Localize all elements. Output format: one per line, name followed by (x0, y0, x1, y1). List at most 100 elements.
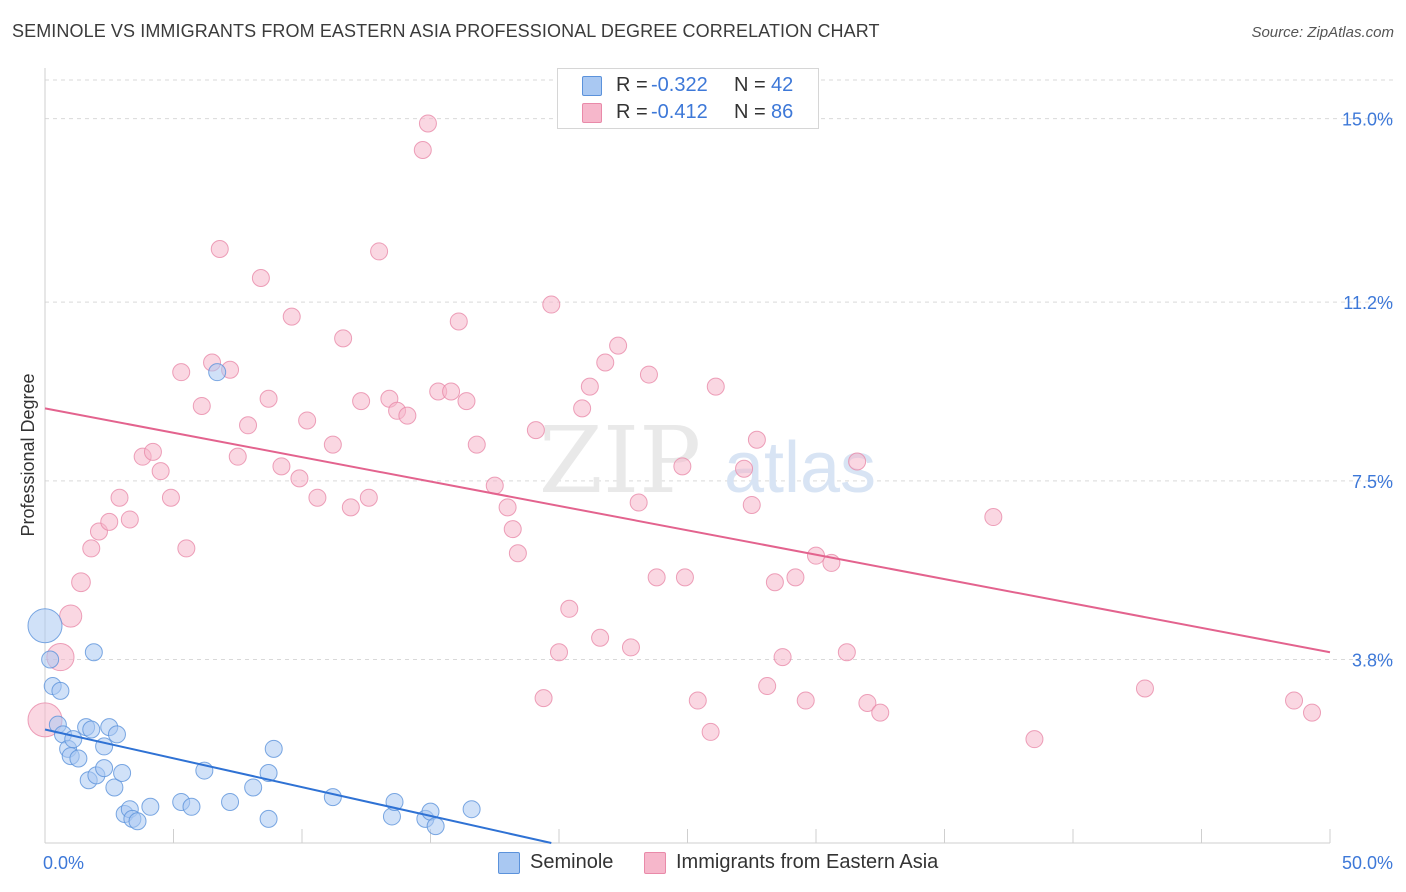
seminole-point (259, 763, 278, 782)
legend-r-value: -0.412 (651, 101, 708, 123)
immigrants-point (871, 703, 890, 722)
immigrants-point (418, 114, 437, 133)
immigrants-point (596, 353, 615, 372)
immigrants-point (773, 648, 792, 667)
seminole-point (128, 812, 147, 831)
immigrants-point (161, 488, 180, 507)
bottom-legend-swatch-immigrants (644, 852, 666, 874)
seminole-point (41, 650, 60, 669)
seminole-point (84, 643, 103, 662)
series-immigrants-points (27, 114, 1322, 749)
series-seminole-points (27, 363, 481, 836)
y-tick-label: 3.8% (1352, 650, 1393, 670)
immigrants-point (747, 430, 766, 449)
immigrants-point (621, 638, 640, 657)
seminole-point (113, 763, 132, 782)
legend-r-value: -0.322 (651, 74, 708, 96)
gridlines (45, 79, 1395, 660)
immigrants-point (370, 242, 389, 261)
immigrants-point (143, 442, 162, 461)
immigrants-point (609, 336, 628, 355)
seminole-point (264, 739, 283, 758)
immigrants-point (228, 447, 247, 466)
immigrants-point (59, 604, 83, 628)
seminole-point (95, 759, 114, 778)
seminole-point (69, 749, 88, 768)
immigrants-point (639, 365, 658, 384)
immigrants-point (629, 493, 648, 512)
immigrants-point (210, 240, 229, 259)
immigrants-point (110, 488, 129, 507)
immigrants-point (673, 457, 692, 476)
immigrants-point (542, 295, 561, 314)
immigrants-point (177, 539, 196, 558)
immigrants-point (984, 508, 1003, 527)
seminole-point (208, 363, 227, 382)
immigrants-point (71, 572, 91, 593)
immigrants-point (100, 512, 119, 531)
immigrants-point (786, 568, 805, 587)
chart-title: SEMINOLE VS IMMIGRANTS FROM EASTERN ASIA… (12, 21, 880, 41)
legend-n-label: N = (734, 101, 766, 123)
immigrants-point (1135, 679, 1154, 698)
x-tick-label: 50.0% (1342, 853, 1393, 873)
immigrants-point (526, 421, 545, 440)
seminole-point (64, 730, 83, 749)
immigrants-point (503, 520, 522, 539)
immigrants-point (467, 435, 486, 454)
bottom-legend-swatch-seminole (498, 852, 520, 874)
immigrants-point (848, 452, 867, 471)
immigrants-point (508, 544, 527, 563)
seminole-point (51, 681, 70, 700)
immigrants-point (192, 396, 211, 415)
immigrants-point (742, 495, 761, 514)
seminole-point (107, 725, 126, 744)
seminole-point (259, 809, 278, 828)
watermark-zip: ZIP (539, 407, 701, 514)
seminole-point (82, 720, 101, 739)
seminole-point (426, 817, 445, 836)
immigrants-point (688, 691, 707, 710)
immigrants-point (82, 539, 101, 558)
legend-swatch-immigrants (582, 103, 602, 123)
immigrants-point (398, 406, 417, 425)
immigrants-point (498, 498, 517, 517)
immigrants-point (282, 307, 301, 326)
immigrants-point (647, 568, 666, 587)
immigrants-point (251, 268, 270, 287)
immigrants-point (858, 693, 877, 712)
seminole-point (105, 778, 124, 797)
immigrants-point (758, 677, 777, 696)
immigrants-point (323, 435, 342, 454)
legend-r-label: R = (616, 101, 648, 123)
immigrants-point (334, 329, 353, 348)
immigrants-point (1285, 691, 1304, 710)
immigrants-point (359, 488, 378, 507)
trendlines (44, 407, 1331, 844)
immigrants-point (580, 377, 599, 396)
immigrants-point (706, 377, 725, 396)
immigrants-point (341, 498, 360, 517)
immigrants-point (442, 382, 461, 401)
immigrants-point (298, 411, 317, 430)
immigrants-point (449, 312, 468, 331)
x-tick-label: 0.0% (43, 853, 84, 873)
immigrants-point (837, 643, 856, 662)
immigrants-point (1303, 703, 1322, 722)
seminole-point (462, 800, 481, 819)
immigrants-point (259, 389, 278, 408)
seminole-point (141, 797, 160, 816)
seminole-point (182, 797, 201, 816)
bottom-legend-label-seminole: Seminole (530, 851, 614, 873)
legend-swatch-seminole (582, 76, 602, 96)
immigrants-point (550, 643, 568, 662)
immigrants-point (735, 459, 754, 478)
immigrants-point (534, 689, 553, 708)
seminole-point (323, 788, 342, 807)
legend-n-value: 42 (771, 74, 794, 96)
legend-n-label: N = (734, 74, 766, 96)
immigrants-point (701, 722, 720, 741)
immigrants-point (591, 628, 610, 647)
source-credit: Source: ZipAtlas.com (1251, 24, 1394, 41)
